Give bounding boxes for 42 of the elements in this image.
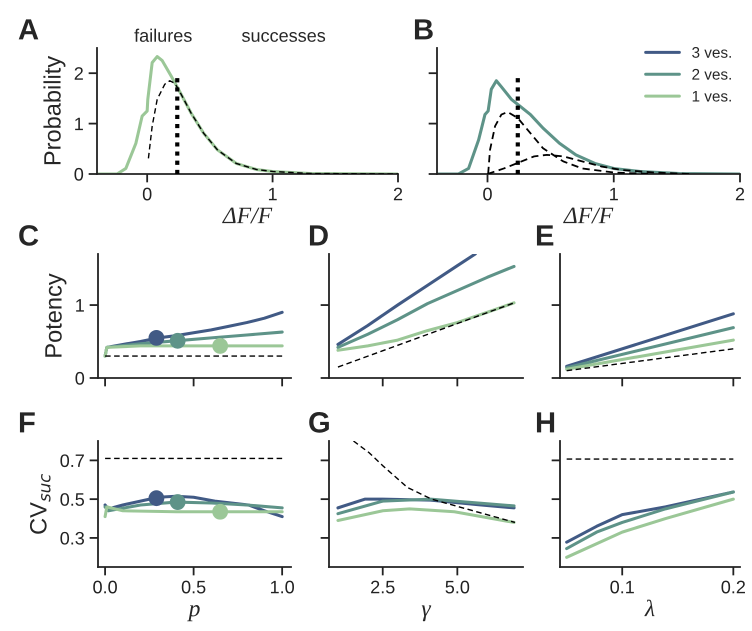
x-tick-label: 0.1 [610,580,634,594]
x-axis-title: ΔF/F [222,208,272,224]
x-axis-title: p [187,605,200,622]
text: successes [242,32,326,42]
y-axis-title: CV$_{suc}$ [30,474,51,534]
chart-title: E [536,225,554,246]
y-tick-label: 1 [76,299,84,312]
y-tick-label: 1 [75,118,83,130]
chart-title: G [309,412,329,433]
y-tick-label: 0.7 [60,454,84,468]
x-tick-label: 1.0 [270,580,294,594]
x-tick-label: 0 [483,188,492,200]
legend-label: 3 ves. [692,47,731,58]
y-tick-label: 2 [74,67,83,80]
x-axis-title: ΔF/F [563,208,614,224]
x-tick-label: 0.0 [93,580,117,594]
y-axis-title: Potency [45,273,66,357]
x-axis-title: λ [644,600,655,616]
y-axis-title: Probability [43,56,66,164]
y-tick-label: 0.5 [60,493,84,506]
x-tick-label: 1 [610,188,618,200]
chart-title: A [18,19,38,40]
x-tick-label: 2 [394,188,402,200]
y-tick-label: 0 [74,168,84,181]
y-tick-label: 0.3 [60,532,84,545]
x-tick-label: 2.5 [371,580,395,594]
text: failures [134,28,192,42]
x-tick-label: 0.2 [721,580,745,594]
y-tick-label: 0 [75,372,84,385]
x-tick-label: 2 [736,188,744,200]
chart-title: D [310,225,328,246]
x-tick-label: 1 [268,188,277,200]
legend-label: 1 ves. [692,90,731,102]
legend-label: 2 ves. [692,68,731,80]
chart-title: C [19,225,38,246]
x-axis-title: γ [422,605,432,622]
x-tick-label: 0.5 [182,580,206,594]
chart-title: H [536,412,554,432]
x-tick-label: 5.0 [446,580,470,594]
x-tick-label: 0 [142,188,152,200]
chart-title: F [20,412,35,432]
chart-title: B [414,19,433,40]
